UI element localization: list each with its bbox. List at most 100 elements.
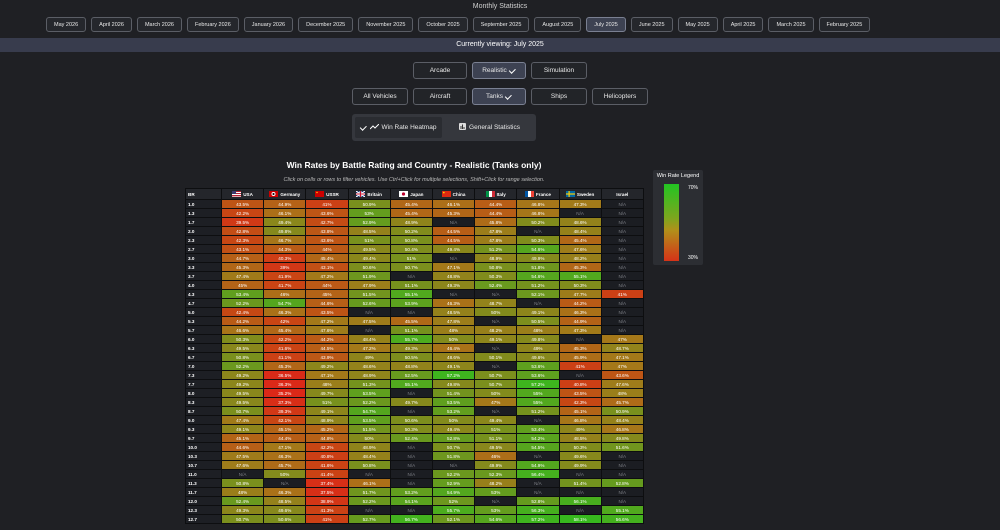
heatmap-cell[interactable]: 47.5% <box>220 451 265 461</box>
br-cell[interactable]: 12.3 <box>185 505 222 515</box>
heatmap-cell[interactable]: 52.2% <box>220 361 265 371</box>
heatmap-cell[interactable]: 46.3% <box>263 307 307 317</box>
heatmap-cell[interactable]: N/A <box>347 325 391 335</box>
heatmap-cell[interactable]: 47.6% <box>305 325 349 335</box>
heatmap-cell[interactable]: 50.7% <box>389 262 433 272</box>
heatmap-cell[interactable]: 49.6% <box>263 505 307 515</box>
heatmap-cell[interactable]: N/A <box>474 361 518 371</box>
heatmap-cell[interactable]: 49.9% <box>516 253 560 263</box>
br-cell[interactable]: 4.0 <box>185 280 222 290</box>
heatmap-cell[interactable]: N/A <box>600 271 644 281</box>
table-row[interactable]: 4.0 45% 41.7% 44% 47.9% 51.1% 49.3% 52.4% 51.2% 5… <box>185 280 644 290</box>
month-button-may-2025[interactable]: May 2025 <box>677 17 718 32</box>
table-row[interactable]: 10.3 47.5% 46.3% 40.8% 48.4% N/A 51.8% 46% N/A 49… <box>185 451 644 461</box>
heatmap-cell[interactable]: 46.8% <box>516 208 560 218</box>
heatmap-cell[interactable]: 43.9% <box>305 352 349 362</box>
heatmap-cell[interactable]: 45.3% <box>263 361 307 371</box>
br-cell[interactable]: 12.7 <box>185 514 222 524</box>
heatmap-cell[interactable]: N/A <box>516 487 560 497</box>
country-header-china[interactable]: China <box>431 188 476 200</box>
heatmap-cell[interactable]: 47% <box>600 361 644 371</box>
heatmap-cell[interactable]: 52.5% <box>389 370 433 380</box>
heatmap-cell[interactable]: 43.1% <box>220 244 265 254</box>
table-row[interactable]: 3.7 47.4% 41.9% 47.2% 51.9% N/A 48.8% 50.3% 54.6… <box>185 271 644 281</box>
table-row[interactable]: 2.7 43.1% 44.3% 44% 49.5% 50.4% 49.4% 51.2% 54.6… <box>185 244 644 254</box>
heatmap-cell[interactable]: 36.5% <box>263 370 307 380</box>
heatmap-cell[interactable]: 50.3% <box>558 442 602 452</box>
heatmap-cell[interactable]: 41.1% <box>263 352 307 362</box>
heatmap-cell[interactable]: N/A <box>600 298 644 308</box>
country-header-italy[interactable]: Italy <box>474 188 518 200</box>
heatmap-cell[interactable]: 51.6% <box>600 442 644 452</box>
heatmap-cell[interactable]: 49.5% <box>474 442 518 452</box>
heatmap-cell[interactable]: 44.2% <box>220 316 265 326</box>
heatmap-cell[interactable]: 56.1% <box>558 496 602 506</box>
mode-button-arcade[interactable]: Arcade <box>413 62 467 79</box>
heatmap-cell[interactable]: 53% <box>474 505 518 515</box>
heatmap-cell[interactable]: 50.8% <box>474 262 518 272</box>
heatmap-cell[interactable]: 50.7% <box>220 514 265 524</box>
heatmap-cell[interactable]: 45.1% <box>220 433 265 443</box>
heatmap-cell[interactable]: 41.6% <box>305 460 349 470</box>
table-row[interactable]: 1.3 42.2% 46.1% 43.6% 53% 45.4% 45.3% 44.4% 46.8… <box>185 208 644 218</box>
heatmap-cell[interactable]: 49.4% <box>474 415 518 425</box>
heatmap-cell[interactable]: 49.7% <box>305 388 349 398</box>
heatmap-cell[interactable]: 48% <box>220 487 265 497</box>
heatmap-cell[interactable]: 47.3% <box>558 199 602 209</box>
heatmap-cell[interactable]: 48.9% <box>389 217 433 227</box>
heatmap-cell[interactable]: 48.7% <box>600 343 644 353</box>
heatmap-cell[interactable]: 57.2% <box>431 370 476 380</box>
heatmap-cell[interactable]: N/A <box>600 469 644 479</box>
month-button-august-2025[interactable]: August 2025 <box>534 17 582 32</box>
heatmap-cell[interactable]: N/A <box>600 496 644 506</box>
heatmap-cell[interactable]: N/A <box>600 217 644 227</box>
heatmap-cell[interactable]: 51.2% <box>516 406 560 416</box>
heatmap-cell[interactable]: N/A <box>516 415 560 425</box>
heatmap-cell[interactable]: N/A <box>347 505 391 515</box>
heatmap-cell[interactable]: N/A <box>558 505 602 515</box>
heatmap-cell[interactable]: 48.4% <box>347 334 391 344</box>
heatmap-cell[interactable]: N/A <box>220 469 265 479</box>
heatmap-cell[interactable]: N/A <box>431 253 476 263</box>
heatmap-cell[interactable]: 43.1% <box>305 262 349 272</box>
heatmap-cell[interactable]: 44% <box>305 244 349 254</box>
heatmap-cell[interactable]: 42.1% <box>263 415 307 425</box>
heatmap-cell[interactable]: 44.3% <box>263 244 307 254</box>
heatmap-cell[interactable]: 41% <box>305 199 349 209</box>
mode-button-realistic[interactable]: Realistic <box>472 62 526 79</box>
heatmap-cell[interactable]: 42.4% <box>220 307 265 317</box>
heatmap-cell[interactable]: 55.7% <box>431 505 476 515</box>
heatmap-cell[interactable]: 43.6% <box>600 370 644 380</box>
heatmap-cell[interactable]: 51.4% <box>431 388 476 398</box>
heatmap-cell[interactable]: N/A <box>389 478 433 488</box>
br-cell[interactable]: 10.3 <box>185 451 222 461</box>
heatmap-cell[interactable]: 42.8% <box>220 226 265 236</box>
heatmap-cell[interactable]: 44.4% <box>263 433 307 443</box>
tab-win-rate-heatmap[interactable]: Win Rate Heatmap <box>355 117 442 138</box>
heatmap-cell[interactable]: 47.4% <box>220 271 265 281</box>
heatmap-cell[interactable]: 50.6% <box>347 262 391 272</box>
heatmap-cell[interactable]: 45.7% <box>263 460 307 470</box>
heatmap-cell[interactable]: 51.3% <box>347 379 391 389</box>
br-cell[interactable]: 1.0 <box>185 199 222 209</box>
heatmap-cell[interactable]: 49% <box>558 424 602 434</box>
heatmap-cell[interactable]: N/A <box>600 280 644 290</box>
heatmap-cell[interactable]: 47.6% <box>558 244 602 254</box>
heatmap-cell[interactable]: 49% <box>347 352 391 362</box>
heatmap-cell[interactable]: 51.1% <box>474 433 518 443</box>
heatmap-cell[interactable]: 47.8% <box>431 316 476 326</box>
heatmap-cell[interactable]: 44.8% <box>305 433 349 443</box>
heatmap-cell[interactable]: 49.3% <box>220 505 265 515</box>
heatmap-cell[interactable]: 54.9% <box>431 487 476 497</box>
heatmap-cell[interactable]: 52.1% <box>431 514 476 524</box>
br-cell[interactable]: 3.7 <box>185 271 222 281</box>
heatmap-cell[interactable]: N/A <box>516 478 560 488</box>
heatmap-cell[interactable]: 44.2% <box>305 334 349 344</box>
heatmap-cell[interactable]: 39% <box>263 262 307 272</box>
month-button-december-2025[interactable]: December 2025 <box>298 17 354 32</box>
heatmap-cell[interactable]: 38.9% <box>305 496 349 506</box>
heatmap-cell[interactable]: 47.1% <box>600 352 644 362</box>
heatmap-cell[interactable]: 50.9% <box>600 406 644 416</box>
br-cell[interactable]: 3.3 <box>185 262 222 272</box>
month-button-february-2025[interactable]: February 2025 <box>818 17 871 32</box>
